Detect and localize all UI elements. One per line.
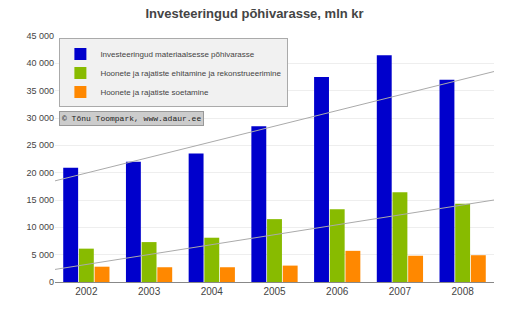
svg-text:10 000: 10 000	[26, 222, 54, 232]
svg-text:2007: 2007	[389, 286, 412, 297]
svg-text:© Tõnu Toompark, www.adaur.ee: © Tõnu Toompark, www.adaur.ee	[62, 114, 201, 123]
svg-text:2002: 2002	[75, 286, 98, 297]
svg-text:Hoonete ja rajatiste ehitamine: Hoonete ja rajatiste ehitamine ja rekons…	[100, 69, 281, 78]
svg-text:0: 0	[49, 277, 54, 287]
svg-text:40 000: 40 000	[26, 58, 54, 68]
svg-text:2005: 2005	[263, 286, 286, 297]
svg-text:2004: 2004	[201, 286, 224, 297]
svg-text:20 000: 20 000	[26, 168, 54, 178]
svg-text:2003: 2003	[138, 286, 161, 297]
svg-text:25 000: 25 000	[26, 140, 54, 150]
svg-text:Investeeringud põhivarasse, ml: Investeeringud põhivarasse, mln kr	[145, 6, 363, 21]
svg-text:Investeeringud materiaalsesse: Investeeringud materiaalsesse põhivarass…	[100, 50, 254, 59]
svg-text:15 000: 15 000	[26, 195, 54, 205]
svg-text:35 000: 35 000	[26, 86, 54, 96]
svg-text:2008: 2008	[452, 286, 475, 297]
svg-text:45 000: 45 000	[26, 31, 54, 41]
svg-text:5 000: 5 000	[31, 250, 54, 260]
svg-text:2006: 2006	[326, 286, 349, 297]
svg-text:30 000: 30 000	[26, 113, 54, 123]
svg-text:Hoonete ja rajatiste soetamine: Hoonete ja rajatiste soetamine	[100, 88, 209, 97]
